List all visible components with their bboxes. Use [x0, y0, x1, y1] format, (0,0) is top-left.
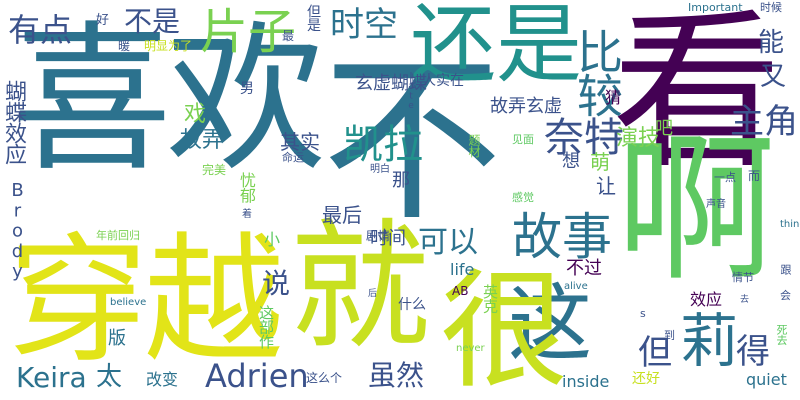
word-keira: Keira	[16, 361, 87, 394]
word-adrien: Adrien	[205, 357, 309, 395]
word-gen: 跟	[779, 264, 792, 275]
word-gushi: 故事	[512, 208, 612, 266]
word-late: late	[406, 72, 416, 111]
word-zhe2: 着	[242, 209, 252, 220]
word-shijian: 时间	[370, 228, 406, 249]
word-xi: 戏	[184, 102, 207, 127]
word-juqing: 剧情	[366, 229, 391, 243]
word-zhemege: 这么个	[306, 371, 343, 385]
word-yanji: 演技	[616, 126, 661, 151]
word-hen: 很	[440, 257, 569, 400]
word-xiao: 小	[264, 230, 281, 249]
word-mingbai: 明白	[370, 164, 390, 175]
word-xiang: 想	[562, 151, 580, 172]
word-li: 莉	[680, 307, 739, 375]
word-qu: 去	[740, 295, 750, 305]
word-neng: 能	[758, 28, 785, 58]
word-gunong: 故弄	[180, 128, 225, 153]
word-mingxianweile: 明显为了	[144, 39, 193, 53]
word-buguo: 不过	[566, 258, 602, 279]
word-naite: 奈特	[544, 115, 624, 161]
word-life: life	[450, 260, 475, 279]
word-siqu: 死去	[775, 324, 788, 346]
word-hou: 后	[368, 289, 378, 299]
word-bijiao: 比较	[570, 28, 624, 117]
word-ab: AB	[452, 284, 469, 298]
word-believe: believe	[110, 297, 147, 308]
word-ticai: 题材	[467, 134, 481, 158]
word-chuanyue: 穿越	[8, 220, 284, 383]
word-yingke: 英克	[481, 284, 499, 313]
word-kan: 看	[612, 0, 783, 192]
word-s: s	[640, 307, 646, 320]
word-youdian: 有点	[8, 11, 73, 49]
word-hao: 好	[96, 13, 110, 28]
word-thing: thing	[780, 219, 800, 230]
word-mingyun: 命运	[282, 151, 304, 164]
word-shuo: 说	[262, 267, 291, 300]
word-jianmian: 见面	[512, 133, 534, 146]
word-shihou: 时候	[760, 1, 782, 14]
word-shenme: 什么	[398, 297, 426, 313]
word-xiaoying: 效应	[690, 290, 723, 309]
word-inside: inside	[562, 372, 610, 391]
word-rang: 让	[596, 174, 616, 198]
word-wanmei: 完美	[202, 163, 227, 177]
word-xihuan: 喜欢	[12, 6, 326, 193]
word-yidian: 一点	[714, 171, 736, 184]
word-danshi: 但是	[305, 4, 321, 31]
word-zhebuzuo: 这部作	[257, 305, 275, 349]
word-er: 而	[748, 169, 761, 183]
word-zhe: 这	[508, 275, 593, 373]
word-qingjie: 情节	[732, 271, 754, 284]
word-cai: 猜	[605, 88, 622, 107]
word-zuihou: 最后	[322, 203, 362, 227]
word-bushi: 不是	[124, 5, 181, 38]
word-haishi: 还是	[410, 0, 582, 95]
word-never: never	[456, 343, 485, 354]
word-na: 那	[392, 170, 410, 191]
word-hui: 会	[780, 289, 791, 302]
word-ba: 吧	[655, 118, 673, 139]
word-gunongxuanxu: 故弄玄虚	[490, 96, 562, 117]
word-brody: Brody	[7, 180, 28, 282]
word-nan: 男	[240, 81, 254, 97]
word-you: 又	[760, 62, 787, 92]
word-quiet: quiet	[746, 370, 787, 389]
word-gaibian: 改变	[146, 370, 179, 389]
word-dan: 但	[638, 333, 672, 373]
word-renshizai: 人实在	[422, 73, 464, 89]
word-ganjue: 感觉	[512, 191, 534, 204]
word-bu: 不	[322, 37, 503, 246]
word-haihao: 还好	[632, 371, 660, 387]
word-a: 啊	[616, 116, 777, 303]
word-shengyin: 声音	[706, 199, 726, 210]
word-nuan: 暖	[118, 39, 131, 53]
word-zhujiao: 主角	[730, 102, 798, 142]
word-suiran: 虽然	[368, 359, 425, 392]
word-alive: alive	[564, 281, 588, 292]
word-kaila: 凯拉	[343, 122, 423, 168]
word-hudiexiaoying: 蝴蝶效应	[1, 80, 26, 165]
word-shikong: 时空	[330, 5, 398, 45]
word-zui: 最	[282, 29, 295, 43]
word-jiu: 就	[290, 206, 431, 369]
word-qishi: 其实	[280, 130, 320, 154]
word-pianzi: 片子	[200, 4, 297, 60]
word-ban: 版	[108, 328, 126, 349]
word-keyi: 可以	[418, 225, 478, 260]
word-dao: 到	[664, 329, 675, 342]
word-nianqianhuigui: 年前回归	[96, 229, 140, 242]
word-de: 得	[736, 332, 770, 372]
word-meng: 萌	[590, 150, 610, 174]
word-important: Important	[688, 1, 743, 14]
word-youyu: 忧郁	[237, 172, 256, 203]
word-xuanxuhudie: 玄虚蝴蝶	[355, 73, 427, 94]
word-tai: 太	[96, 362, 123, 392]
